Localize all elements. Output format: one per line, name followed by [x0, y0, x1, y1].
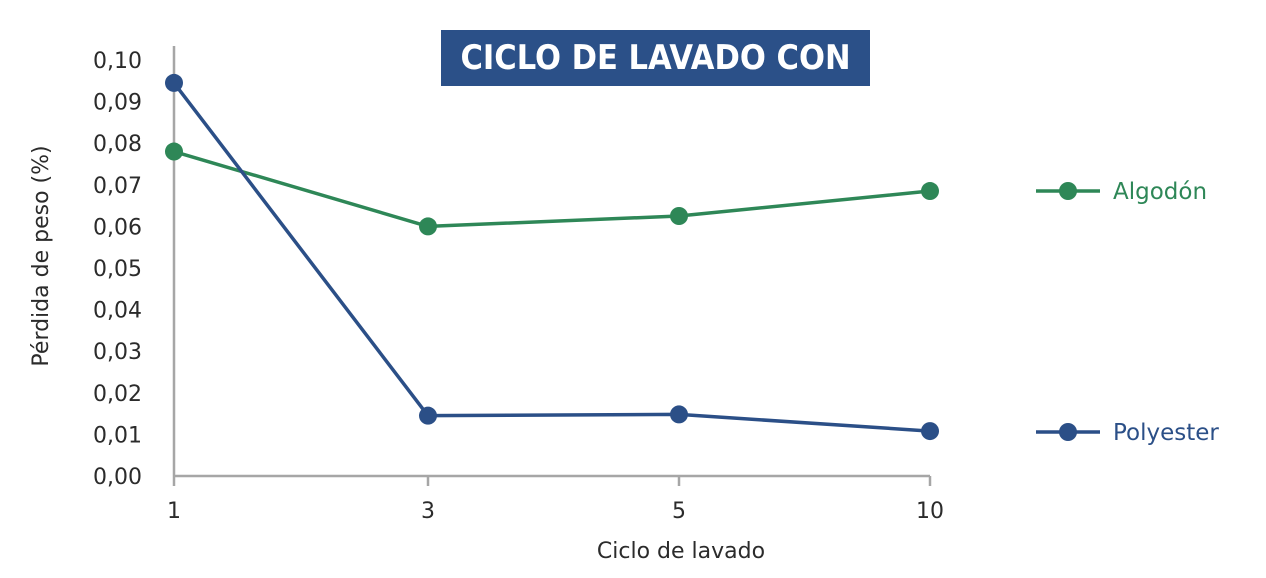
data-point: [670, 207, 688, 225]
data-point: [419, 217, 437, 236]
y-tick-label: 0,04: [93, 299, 142, 324]
legend-marker: [1059, 423, 1077, 441]
y-tick-label: 0,08: [93, 132, 142, 157]
y-tick-label: 0,09: [93, 91, 142, 116]
y-tick-label: 0,01: [93, 423, 142, 448]
x-tick-label: 3: [421, 499, 435, 524]
y-tick-label: 0,07: [93, 174, 142, 199]
data-point: [419, 406, 437, 425]
data-point: [165, 73, 183, 92]
data-point: [165, 142, 183, 161]
series-line: [173, 149, 931, 229]
legend-label: Algodón: [1113, 179, 1207, 205]
x-tick-label: 1: [167, 499, 181, 524]
x-tick-label: 5: [672, 499, 686, 524]
y-tick-label: 0,05: [93, 257, 142, 282]
legend-marker: [1059, 182, 1077, 200]
y-tick-label: 0,03: [93, 340, 142, 365]
data-point: [670, 405, 688, 424]
y-tick-label: 0,00: [93, 465, 142, 490]
x-axis-ticks: 1 3 5 10: [167, 476, 944, 524]
chart-title: CICLO DE LAVADO CON AGUA: [441, 30, 870, 134]
legend-label: Polyester: [1113, 420, 1219, 446]
x-tick-label: 10: [916, 499, 944, 524]
y-axis-ticks: 0,00 0,01 0,02 0,03 0,04 0,05 0,06 0,07 0,08 0,09…: [93, 49, 142, 490]
y-tick-label: 0,02: [93, 382, 142, 407]
legend: Algodón Polyester: [1036, 179, 1219, 446]
y-tick-label: 0,10: [93, 49, 142, 74]
series-layer: [165, 73, 939, 441]
series-line: [172, 81, 931, 433]
data-point: [921, 182, 939, 201]
y-axis-title: Pérdida de peso (%): [29, 145, 54, 366]
x-axis-title: Ciclo de lavado: [597, 539, 765, 564]
y-tick-label: 0,06: [93, 215, 142, 240]
data-point: [921, 422, 939, 441]
